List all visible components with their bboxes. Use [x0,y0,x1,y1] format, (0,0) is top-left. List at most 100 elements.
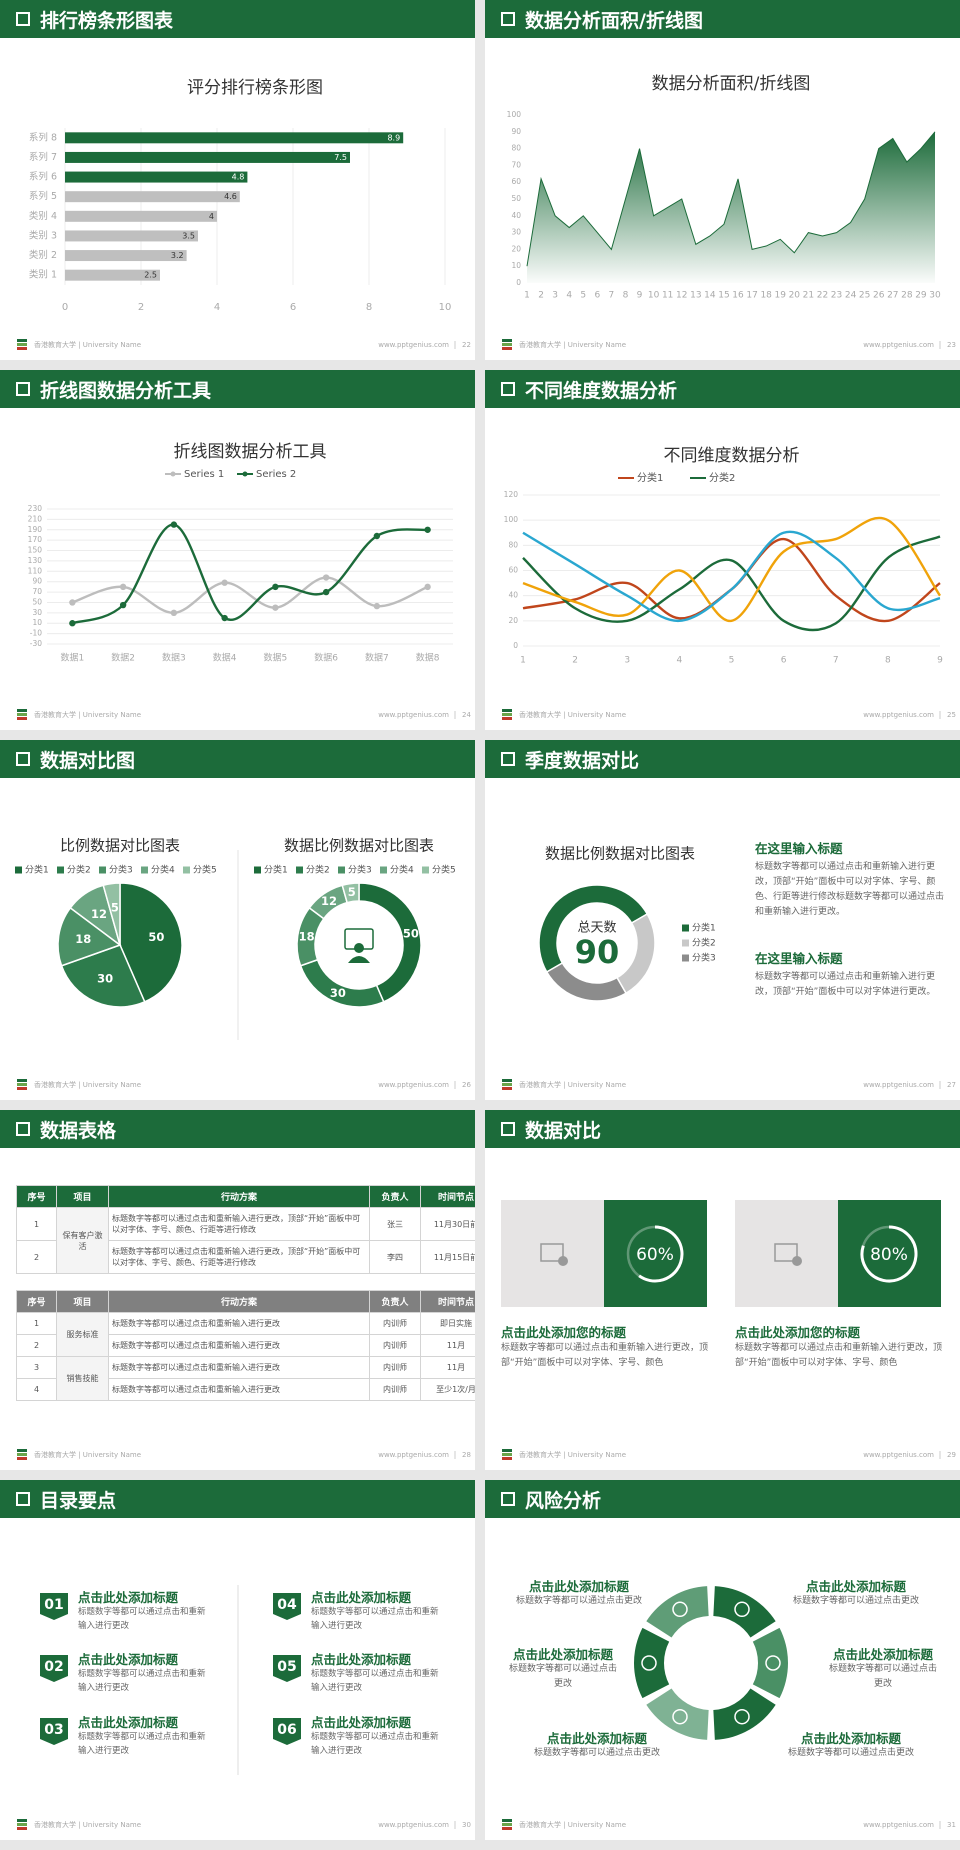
x-tick-label: 4 [214,302,220,313]
legend-swatch [682,924,689,932]
logo-bar [17,1087,27,1090]
item-text: 标题数字等都可以通过点击和重新输入进行更改 [78,1732,206,1757]
footer-org: 香港教育大学 | University Name [519,710,626,719]
risk-title: 点击此处添加标题 [805,1579,906,1594]
card-panel [604,1200,707,1307]
footer-site: www.pptgenius.com [378,1081,449,1089]
slide: 排行榜条形图表 香港教育大学 | University Name www.pptge… [0,0,475,360]
column-header: 时间节点 [420,1185,475,1208]
slice [545,961,628,1002]
wheel-icon [641,1655,657,1671]
y-tick-label: 90 [32,577,42,586]
item-title: 点击此处添加标题 [311,1652,412,1667]
badge-number: 02 [44,1659,63,1675]
point [69,599,76,606]
legend-swatch [99,866,106,874]
block-text: 标题数字等都可以通过点击和重新输入进行更改，顶部“开始”面板中可以对字体、字号、… [755,862,945,917]
logo-bar [502,1827,512,1830]
x-tick-label: 5 [580,291,586,301]
column-header: 行动方案 [108,1290,370,1313]
progress-arc [638,1225,684,1283]
point [424,583,431,591]
bar-value-label: 3.2 [171,251,184,260]
x-tick-label: 数据6 [314,652,338,664]
logo-bar [17,1819,27,1822]
x-tick-label: 6 [781,656,787,666]
x-tick-label: 10 [439,302,452,313]
card-image-plus [558,1256,568,1266]
risk-title: 点击此处添加标题 [832,1647,933,1662]
cell-plan: 标题数字等都可以通过点击和重新输入进行更改 [108,1356,370,1379]
x-tick-label: 9 [637,291,643,301]
wheel-icon [672,1601,688,1618]
center-value: 90 [575,933,620,971]
slide-title: 数据分析面积/折线图 [525,9,703,32]
x-tick-label: 26 [873,291,885,301]
badge-number: 04 [277,1597,297,1613]
footer-org: 香港教育大学 | University Name [519,1450,626,1459]
y-tick-label: 190 [28,525,43,534]
badge-number: 05 [277,1659,296,1675]
logo-bar [502,343,512,346]
card-title: 点击此处添加您的标题 [501,1325,627,1340]
x-tick-label: 5 [729,656,735,666]
card-image-icon [774,1243,798,1262]
card-image-area [501,1200,604,1307]
cell-plan: 标题数字等都可以通过点击和重新输入进行更改 [108,1312,370,1335]
y-tick-label: -10 [30,629,42,638]
slide-title: 不同维度数据分析 [525,379,678,402]
legend-swatch [296,866,303,874]
slide-header: 排行榜条形图表 [0,0,475,38]
x-tick-label: 数据2 [111,652,135,664]
block-title: 在这里输入标题 [755,841,843,856]
footer-org: 香港教育大学 | University Name [519,1820,626,1829]
wheel-segment [713,1688,776,1740]
footer-site: www.pptgenius.com [863,341,934,349]
cell-plan: 标题数字等都可以通过点击和重新输入进行更改 [108,1378,370,1401]
x-tick-label: 8 [885,656,891,666]
number-badge [273,1655,301,1682]
bar [65,250,187,262]
area-line [526,131,936,267]
footer-page: 26 [462,1081,471,1089]
number-badge [273,1593,301,1620]
wheel-segment [634,1627,670,1699]
logo-bar [17,347,27,350]
logo-bar [17,1457,27,1460]
slide-title: 数据表格 [40,1119,117,1142]
risk-text: 标题数字等都可以通过点击更改 [508,1664,617,1689]
footer-org: 香港教育大学 | University Name [34,1450,141,1459]
footer-org: 香港教育大学 | University Name [519,1080,626,1089]
cell-plan: 标题数字等都可以通过点击和重新输入进行更改，顶部“开始”面板中可以对字体、字号、… [108,1240,370,1274]
x-tick-label: 3 [552,291,558,301]
slide-header: 不同维度数据分析 [485,370,960,408]
cell-no: 2 [16,1240,57,1274]
x-tick-label: 2 [538,291,544,301]
risk-title: 点击此处添加标题 [512,1647,613,1662]
cell-no: 1 [16,1312,57,1335]
column-header: 负责人 [369,1290,421,1313]
slide-header: 数据对比图 [0,740,475,778]
footer-page: 22 [462,341,471,349]
footer-org: 香港教育大学 | University Name [34,340,141,349]
slide-canvas: 香港教育大学 | University Name www.pptgenius.co… [17,1585,471,1830]
x-tick-label: 8 [366,302,372,313]
legend-label: 分类2 [67,864,91,876]
card-image-plus [792,1256,802,1266]
header-row: 序号 项目 行动方案 负责人 时间节点 [16,1290,475,1313]
y-tick-label: 100 [507,110,522,119]
y-tick-label: 30 [32,608,42,617]
legend-label: 分类1 [25,864,49,876]
bar-value-label: 3.5 [182,231,195,240]
slice [119,882,183,1003]
card-panel [838,1200,941,1307]
y-tick-label: 0 [516,278,521,287]
footer-org: 香港教育大学 | University Name [519,340,626,349]
point [221,579,228,586]
wheel-segment [713,1586,776,1638]
legend-label: 分类4 [390,864,414,876]
x-tick-label: 30 [929,291,941,301]
table-row: 1 保有客户激活 标题数字等都可以通过点击和重新输入进行更改，顶部“开始”面板中可以… [16,1207,475,1274]
cell-no: 4 [16,1378,57,1401]
legend-label: 分类2 [306,864,330,876]
